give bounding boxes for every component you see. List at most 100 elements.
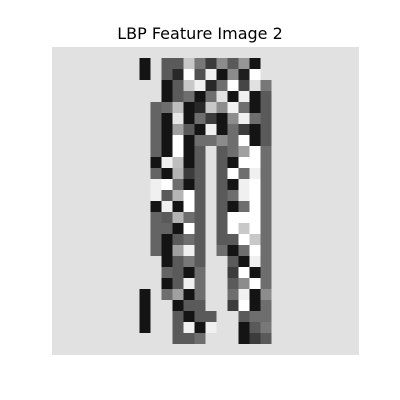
- pixel-cell: [84, 157, 97, 169]
- pixel-cell: [271, 289, 283, 301]
- pixel-cell: [205, 245, 217, 257]
- pixel-cell: [161, 322, 173, 334]
- pixel-cell: [227, 80, 239, 92]
- pixel-cell: [52, 322, 64, 334]
- pixel-cell: [249, 311, 261, 323]
- pixel-cell: [293, 278, 305, 290]
- pixel-cell: [238, 223, 250, 235]
- pixel-cell: [337, 322, 349, 334]
- pixel-cell: [150, 289, 162, 301]
- pixel-cell: [52, 300, 64, 312]
- pixel-cell: [326, 300, 338, 312]
- pixel-cell: [260, 113, 272, 125]
- pixel-cell: [194, 58, 206, 70]
- pixel-cell: [227, 289, 239, 301]
- pixel-cell: [260, 179, 272, 191]
- pixel-cell: [216, 234, 228, 246]
- pixel-cell: [128, 267, 140, 279]
- lbp-feature-image: [52, 47, 359, 355]
- pixel-cell: [139, 289, 151, 301]
- pixel-cell: [117, 102, 129, 114]
- pixel-cell: [52, 190, 64, 202]
- pixel-cell: [238, 190, 250, 202]
- pixel-cell: [172, 333, 184, 345]
- pixel-cell: [139, 47, 151, 59]
- pixel-cell: [282, 69, 294, 81]
- pixel-cell: [293, 58, 305, 70]
- pixel-cell: [161, 190, 173, 202]
- pixel-cell: [194, 223, 206, 235]
- pixel-cell: [326, 267, 338, 279]
- pixel-cell: [172, 234, 184, 246]
- pixel-cell: [117, 311, 129, 323]
- pixel-cell: [315, 47, 327, 59]
- pixel-cell: [128, 113, 140, 125]
- pixel-cell: [117, 201, 129, 213]
- pixel-cell: [260, 289, 272, 301]
- pixel-cell: [315, 135, 327, 147]
- pixel-cell: [194, 201, 206, 213]
- pixel-cell: [205, 102, 217, 114]
- pixel-cell: [260, 47, 272, 59]
- pixel-cell: [337, 146, 349, 158]
- pixel-cell: [95, 322, 108, 334]
- pixel-cell: [249, 69, 261, 81]
- pixel-cell: [293, 47, 305, 59]
- pixel-cell: [337, 47, 349, 59]
- pixel-cell: [249, 47, 261, 59]
- pixel-cell: [84, 190, 97, 202]
- pixel-cell: [150, 135, 162, 147]
- pixel-cell: [205, 69, 217, 81]
- pixel-cell: [271, 80, 283, 92]
- pixel-cell: [95, 289, 108, 301]
- pixel-cell: [249, 223, 261, 235]
- pixel-cell: [183, 267, 195, 279]
- pixel-cell: [52, 91, 64, 103]
- pixel-cell: [62, 256, 75, 268]
- pixel-cell: [315, 80, 327, 92]
- pixel-cell: [117, 168, 129, 180]
- pixel-cell: [183, 223, 195, 235]
- pixel-cell: [73, 168, 86, 180]
- pixel-cell: [271, 267, 283, 279]
- pixel-cell: [117, 278, 129, 290]
- pixel-cell: [260, 245, 272, 257]
- pixel-cell: [128, 245, 140, 257]
- pixel-cell: [139, 344, 151, 355]
- pixel-cell: [172, 179, 184, 191]
- pixel-cell: [205, 168, 217, 180]
- pixel-cell: [337, 256, 349, 268]
- pixel-cell: [139, 58, 151, 70]
- pixel-cell: [260, 300, 272, 312]
- pixel-cell: [161, 69, 173, 81]
- pixel-cell: [282, 267, 294, 279]
- pixel-cell: [128, 190, 140, 202]
- pixel-cell: [183, 311, 195, 323]
- pixel-cell: [227, 91, 239, 103]
- pixel-cell: [216, 157, 228, 169]
- pixel-cell: [62, 278, 75, 290]
- pixel-cell: [326, 212, 338, 224]
- pixel-cell: [205, 212, 217, 224]
- pixel-cell: [95, 146, 108, 158]
- pixel-cell: [95, 234, 108, 246]
- pixel-cell: [326, 146, 338, 158]
- pixel-cell: [348, 234, 359, 246]
- pixel-cell: [315, 234, 327, 246]
- pixel-cell: [205, 190, 217, 202]
- pixel-cell: [348, 168, 359, 180]
- pixel-cell: [95, 311, 108, 323]
- pixel-cell: [194, 179, 206, 191]
- pixel-cell: [293, 256, 305, 268]
- pixel-cell: [128, 223, 140, 235]
- pixel-cell: [227, 256, 239, 268]
- pixel-cell: [271, 47, 283, 59]
- pixel-cell: [95, 102, 108, 114]
- pixel-cell: [293, 80, 305, 92]
- pixel-cell: [106, 300, 119, 312]
- pixel-cell: [282, 146, 294, 158]
- pixel-cell: [227, 333, 239, 345]
- pixel-cell: [249, 245, 261, 257]
- pixel-cell: [304, 256, 316, 268]
